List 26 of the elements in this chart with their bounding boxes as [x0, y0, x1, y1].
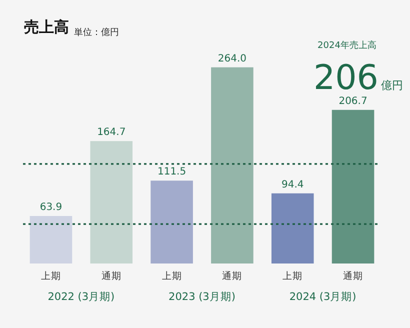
data-label: 63.9	[40, 202, 62, 214]
data-label: 94.4	[281, 179, 304, 190]
x-tick-label: 通期	[101, 270, 122, 282]
text: 2023 (3月期)	[168, 291, 236, 303]
bar	[211, 67, 254, 264]
bar	[150, 180, 193, 264]
bar	[30, 216, 72, 264]
data-label: 164.7	[97, 127, 126, 138]
text: 億円	[381, 79, 403, 92]
chart-subtitle: 単位：億円	[74, 27, 119, 38]
bar	[332, 110, 374, 264]
x-tick-label: 上期	[282, 270, 303, 282]
x-tick-label: 通期	[222, 270, 242, 282]
annotation: 206	[314, 58, 378, 98]
chart-title: 売上高	[24, 18, 69, 36]
data-label: 206.7	[338, 96, 368, 107]
x-tick-label: 上期	[40, 270, 61, 282]
text: 2024 (3月期)	[289, 291, 356, 303]
text: 2022 (3月期)	[48, 291, 115, 303]
bar	[90, 141, 133, 264]
data-label: 264.0	[218, 53, 247, 64]
data-label: 111.5	[157, 166, 186, 178]
x-tick-label: 通期	[343, 270, 364, 282]
bar	[271, 193, 314, 264]
text: 2024年売上高	[318, 40, 376, 51]
x-tick-label: 上期	[162, 270, 182, 282]
